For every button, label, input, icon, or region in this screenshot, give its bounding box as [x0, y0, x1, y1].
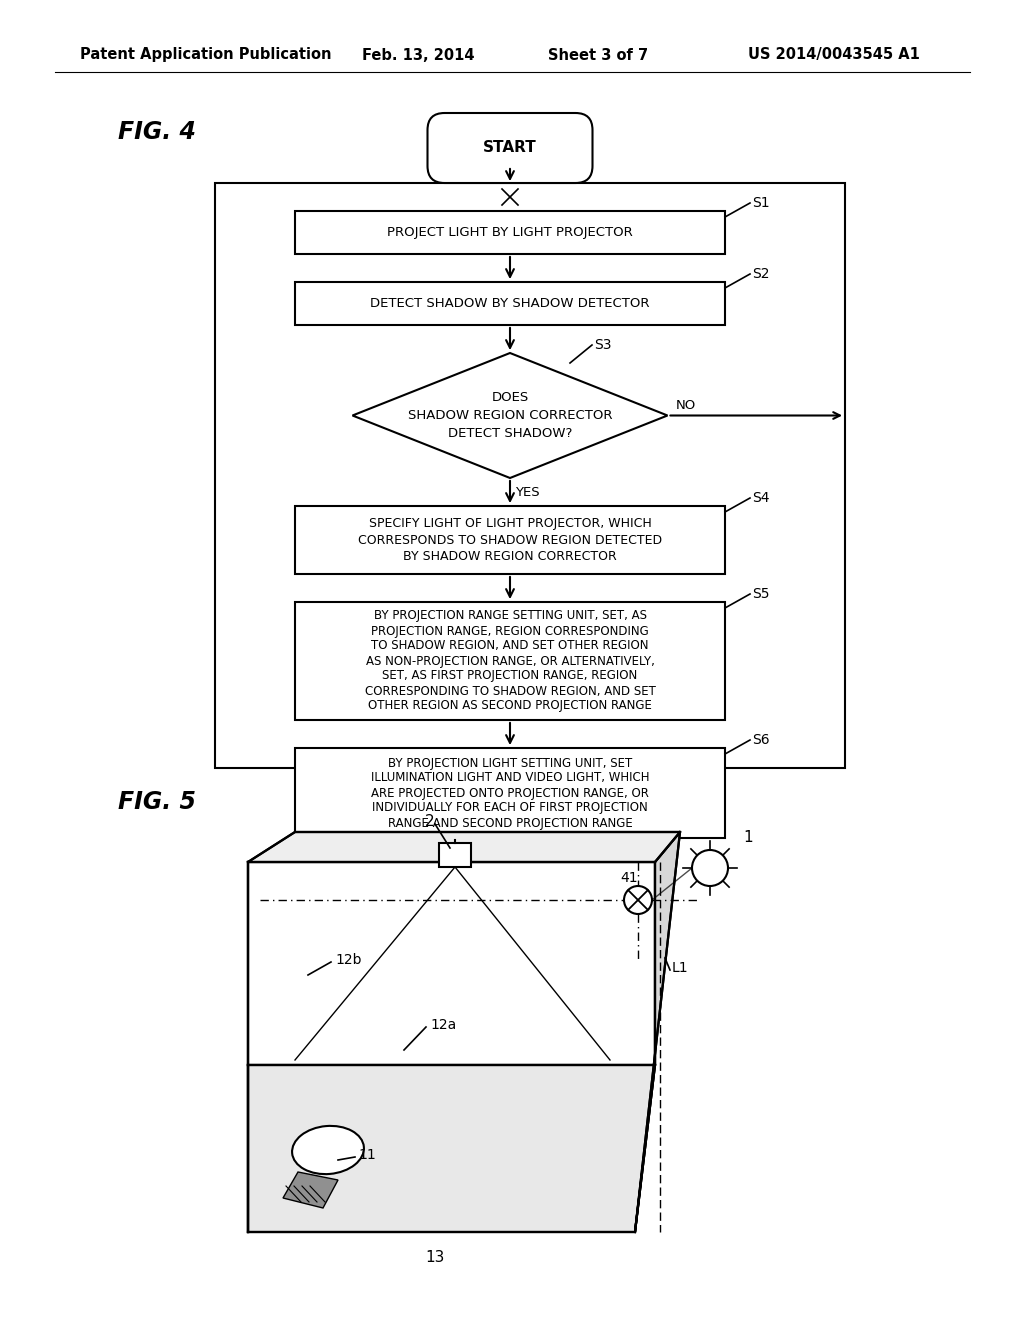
- Text: DOES: DOES: [492, 391, 528, 404]
- Text: FIG. 5: FIG. 5: [118, 789, 196, 814]
- Text: TO SHADOW REGION, AND SET OTHER REGION: TO SHADOW REGION, AND SET OTHER REGION: [372, 639, 649, 652]
- Text: DETECT SHADOW?: DETECT SHADOW?: [447, 426, 572, 440]
- Text: 2: 2: [425, 813, 434, 829]
- Polygon shape: [283, 1172, 338, 1208]
- FancyBboxPatch shape: [427, 114, 593, 183]
- Text: US 2014/0043545 A1: US 2014/0043545 A1: [748, 48, 920, 62]
- Text: S3: S3: [594, 338, 611, 352]
- Bar: [215, 183, 845, 768]
- Text: S2: S2: [752, 267, 769, 281]
- Polygon shape: [248, 1065, 655, 1232]
- Text: ILLUMINATION LIGHT AND VIDEO LIGHT, WHICH: ILLUMINATION LIGHT AND VIDEO LIGHT, WHIC…: [371, 771, 649, 784]
- Ellipse shape: [292, 1126, 364, 1173]
- Text: 12a: 12a: [430, 1018, 457, 1032]
- Polygon shape: [635, 832, 680, 1232]
- Text: YES: YES: [515, 486, 540, 499]
- Bar: [439, 843, 471, 867]
- Bar: [295, 211, 725, 253]
- Text: RANGE AND SECOND PROJECTION RANGE: RANGE AND SECOND PROJECTION RANGE: [388, 817, 633, 829]
- Text: DETECT SHADOW BY SHADOW DETECTOR: DETECT SHADOW BY SHADOW DETECTOR: [371, 297, 650, 310]
- Polygon shape: [248, 862, 655, 1065]
- Text: CORRESPONDS TO SHADOW REGION DETECTED: CORRESPONDS TO SHADOW REGION DETECTED: [358, 533, 663, 546]
- Bar: [295, 506, 725, 574]
- Text: 41: 41: [620, 871, 638, 884]
- Text: FIG. 4: FIG. 4: [118, 120, 196, 144]
- Text: SPECIFY LIGHT OF LIGHT PROJECTOR, WHICH: SPECIFY LIGHT OF LIGHT PROJECTOR, WHICH: [369, 517, 651, 531]
- Text: START: START: [483, 140, 537, 156]
- Polygon shape: [352, 352, 668, 478]
- Text: 1: 1: [743, 830, 753, 846]
- Text: PROJECT LIGHT BY LIGHT PROJECTOR: PROJECT LIGHT BY LIGHT PROJECTOR: [387, 226, 633, 239]
- Text: Feb. 13, 2014: Feb. 13, 2014: [362, 48, 474, 62]
- Text: 13: 13: [425, 1250, 444, 1266]
- Text: AS NON-PROJECTION RANGE, OR ALTERNATIVELY,: AS NON-PROJECTION RANGE, OR ALTERNATIVEL…: [366, 655, 654, 668]
- Polygon shape: [248, 832, 680, 862]
- Text: ARE PROJECTED ONTO PROJECTION RANGE, OR: ARE PROJECTED ONTO PROJECTION RANGE, OR: [371, 787, 649, 800]
- Text: SET, AS FIRST PROJECTION RANGE, REGION: SET, AS FIRST PROJECTION RANGE, REGION: [382, 669, 638, 682]
- Text: 12b: 12b: [335, 953, 361, 968]
- Text: L1: L1: [672, 961, 688, 975]
- Text: S6: S6: [752, 733, 770, 747]
- Text: 11: 11: [358, 1148, 376, 1162]
- Text: S1: S1: [752, 195, 770, 210]
- Text: INDIVIDUALLY FOR EACH OF FIRST PROJECTION: INDIVIDUALLY FOR EACH OF FIRST PROJECTIO…: [372, 801, 648, 814]
- Circle shape: [624, 886, 652, 913]
- Bar: [295, 602, 725, 719]
- Text: S4: S4: [752, 491, 769, 506]
- Text: Sheet 3 of 7: Sheet 3 of 7: [548, 48, 648, 62]
- Bar: [295, 748, 725, 838]
- Text: CORRESPONDING TO SHADOW REGION, AND SET: CORRESPONDING TO SHADOW REGION, AND SET: [365, 685, 655, 697]
- Text: SHADOW REGION CORRECTOR: SHADOW REGION CORRECTOR: [408, 409, 612, 422]
- Text: Patent Application Publication: Patent Application Publication: [80, 48, 332, 62]
- Text: BY PROJECTION RANGE SETTING UNIT, SET, AS: BY PROJECTION RANGE SETTING UNIT, SET, A…: [374, 610, 646, 623]
- Text: S5: S5: [752, 587, 769, 601]
- Bar: [295, 282, 725, 325]
- Text: BY PROJECTION LIGHT SETTING UNIT, SET: BY PROJECTION LIGHT SETTING UNIT, SET: [388, 756, 632, 770]
- Text: OTHER REGION AS SECOND PROJECTION RANGE: OTHER REGION AS SECOND PROJECTION RANGE: [368, 700, 652, 713]
- Text: BY SHADOW REGION CORRECTOR: BY SHADOW REGION CORRECTOR: [403, 549, 616, 562]
- Text: NO: NO: [676, 399, 695, 412]
- Text: PROJECTION RANGE, REGION CORRESPONDING: PROJECTION RANGE, REGION CORRESPONDING: [371, 624, 649, 638]
